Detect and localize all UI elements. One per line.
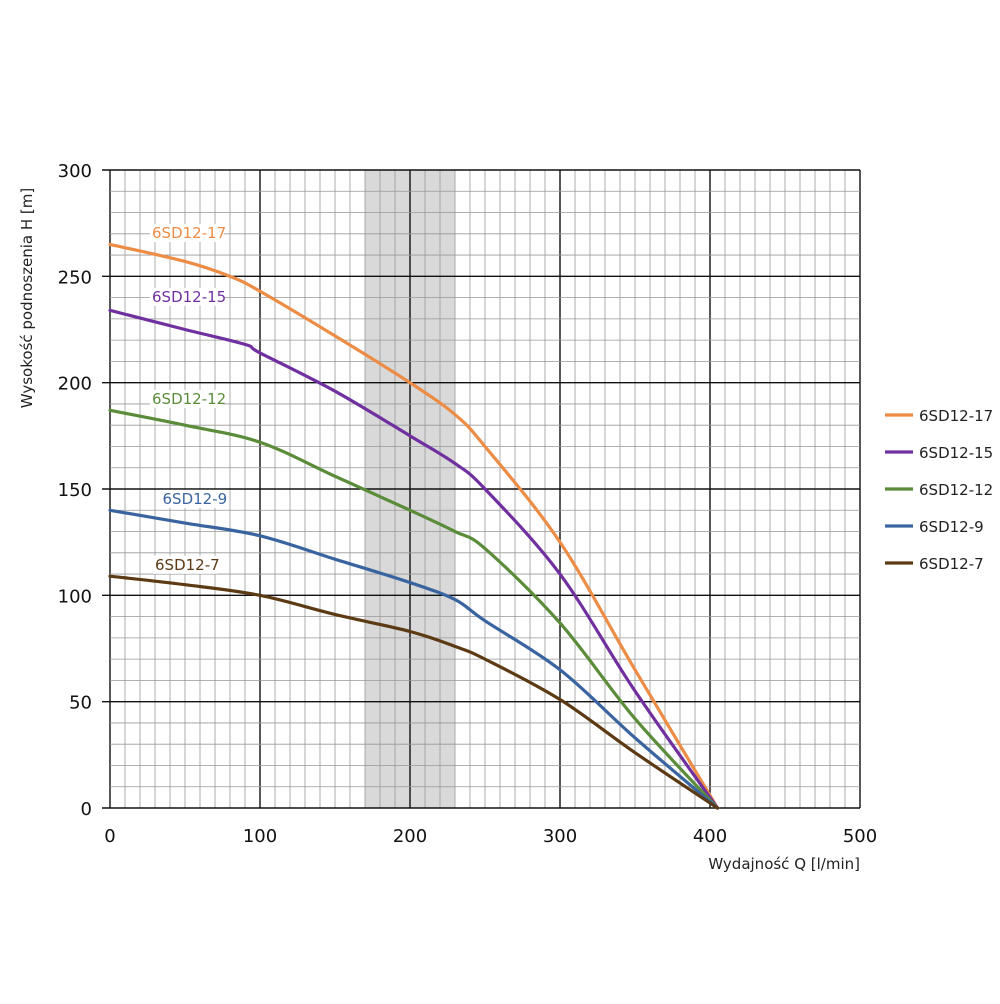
y-tick-label: 200	[58, 374, 92, 395]
curve-label: 6SD12-12	[152, 390, 226, 408]
curves	[108, 242, 720, 810]
legend-entry: 6SD12-9	[919, 518, 984, 536]
y-tick-label: 100	[58, 586, 92, 607]
curve-label-bg	[160, 489, 225, 508]
curve-6sd12-15	[108, 308, 720, 810]
legend: 6SD12-17 6SD12-15 6SD12-12 6SD12-9 6SD12-7	[885, 407, 993, 573]
x-axis-label: Wydajność Q [l/min]	[708, 855, 860, 873]
x-tick-label: 200	[393, 826, 427, 847]
y-tick-label: 50	[69, 693, 92, 714]
curve-label-bg	[150, 389, 224, 408]
legend-entry: 6SD12-17	[919, 407, 993, 425]
x-tick-label: 500	[843, 826, 877, 847]
y-tick-label: 300	[58, 161, 92, 182]
curve-6sd12-7	[108, 574, 720, 810]
legend-entry: 6SD12-12	[919, 481, 993, 499]
y-tick-label: 150	[58, 480, 92, 501]
y-axis-label: Wysokość podnoszenia H [m]	[18, 188, 36, 408]
curve-label-bg	[153, 555, 218, 574]
curve-labels: 6SD12-17 6SD12-15 6SD12-12 6SD12-9 6SD12-7	[150, 224, 227, 574]
y-tick-label: 250	[58, 267, 92, 288]
y-tick-label: 0	[81, 799, 92, 820]
x-tick-label: 300	[543, 826, 577, 847]
curve-label: 6SD12-9	[163, 490, 228, 508]
x-tick-label: 400	[693, 826, 727, 847]
curve-6sd12-12	[108, 408, 720, 810]
tick-labels: 0 100 200 300 400 500 0 50 100 150 200 250 300	[58, 161, 878, 847]
curve-label: 6SD12-7	[155, 556, 220, 574]
legend-entry: 6SD12-7	[919, 555, 984, 573]
curve-6sd12-9	[108, 508, 720, 810]
legend-entry: 6SD12-15	[919, 444, 993, 462]
curve-6sd12-17	[108, 242, 720, 810]
x-tick-label: 100	[243, 826, 277, 847]
curve-label: 6SD12-17	[152, 224, 226, 242]
x-tick-label: 0	[104, 826, 115, 847]
curve-label-bg	[150, 224, 224, 243]
curve-label-bg	[150, 287, 224, 306]
curve-label: 6SD12-15	[152, 288, 226, 306]
